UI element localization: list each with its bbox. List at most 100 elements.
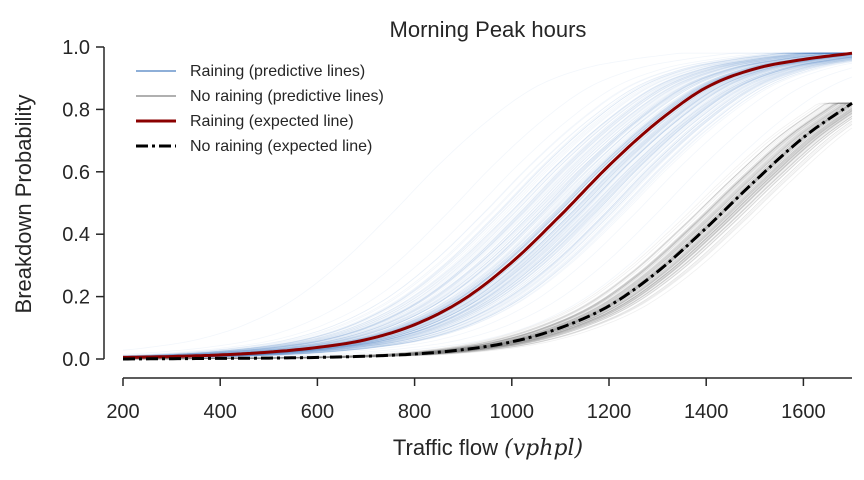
raining-predictive-line-97 <box>122 52 852 351</box>
raining-predictive-line-145 <box>122 52 852 357</box>
raining-predictive-line-86 <box>122 52 852 357</box>
raining-predictive-line-49 <box>122 52 852 357</box>
raining-predictive-line-125 <box>123 56 853 358</box>
raining-predictive-line-55 <box>123 52 852 358</box>
raining-predictive-line-15 <box>123 58 853 358</box>
raining-predictive-line-179 <box>122 52 852 357</box>
raining-predictive-line-78 <box>122 52 852 357</box>
x-axis-label: Traffic flow (vphpl) <box>393 435 583 461</box>
y-tick-label-0: 0.0 <box>62 349 90 371</box>
raining-predictive-line-142 <box>123 59 853 358</box>
raining-predictive-line-155 <box>123 58 853 358</box>
x-tick-label-4: 1000 <box>490 401 535 423</box>
legend: Raining (predictive lines) No raining (p… <box>136 63 384 155</box>
raining-predictive-line-65 <box>122 52 852 358</box>
raining-predictive-line-113 <box>122 52 852 358</box>
raining-predictive-line-6 <box>122 52 852 357</box>
raining-predictive-line-53 <box>122 52 852 357</box>
raining-predictive-line-109 <box>122 52 852 357</box>
raining-predictive-line-82 <box>123 59 853 358</box>
y-tick-label-4: 0.8 <box>62 99 90 121</box>
raining-predictive-line-163 <box>123 56 853 358</box>
raining-predictive-line-19 <box>123 58 853 358</box>
y-tick-label-1: 0.2 <box>62 287 90 309</box>
raining-predictive-line-151 <box>122 52 852 357</box>
raining-predictive-line-128 <box>123 56 853 358</box>
x-tick-label-6: 1400 <box>684 401 729 423</box>
raining-predictive-line-156 <box>122 52 852 357</box>
raining-predictive-line-114 <box>122 52 852 357</box>
raining-predictive-line-74 <box>122 52 852 357</box>
raining-predictive-line-172 <box>122 52 852 358</box>
x-tick-label-7: 1600 <box>781 401 826 423</box>
raining-predictive-line-137 <box>122 52 852 358</box>
raining-predictive-line-67 <box>123 58 853 358</box>
raining-predictive-line-50 <box>122 52 852 357</box>
chart-title: Morning Peak hours <box>390 17 587 42</box>
legend-label-raining-expected: Raining (expected line) <box>190 113 354 130</box>
raining-predictive-line-144 <box>122 52 852 358</box>
raining-predictive-line-168 <box>123 57 853 358</box>
raining-predictive-line-75 <box>123 59 853 358</box>
raining-predictive-line-44 <box>122 52 852 357</box>
raining-predictive-line-124 <box>123 57 853 358</box>
x-tick-label-3: 800 <box>398 401 431 423</box>
raining-predictive-line-126 <box>123 60 853 358</box>
raining-predictive-line-127 <box>123 58 853 358</box>
raining-predictive-line-21 <box>123 56 853 358</box>
raining-predictive-line-4 <box>123 57 853 358</box>
y-tick-label-5: 1.0 <box>62 37 90 59</box>
raining-predictive-line-35 <box>122 52 852 358</box>
raining-predictive-line-54 <box>122 52 852 357</box>
y-tick-label-3: 0.6 <box>62 162 90 184</box>
raining-predictive-line-116 <box>122 52 852 358</box>
no-raining-expected-line <box>123 101 853 361</box>
raining-predictive-line-34 <box>122 52 852 358</box>
legend-label-no-raining-predictive: No raining (predictive lines) <box>190 88 384 105</box>
raining-predictive-line-146 <box>122 52 852 356</box>
x-tick-label-1: 400 <box>204 401 237 423</box>
raining-predictive-line-173 <box>122 52 852 357</box>
raining-predictive-line-89 <box>123 59 853 358</box>
y-axis-label: Breakdown Probability <box>11 95 36 314</box>
legend-label-no-raining-expected: No raining (expected line) <box>190 138 372 155</box>
raining-predictive-line-105 <box>123 59 853 358</box>
raining-predictive-line-7 <box>123 57 853 358</box>
raining-predictive-line-48 <box>122 52 852 357</box>
raining-predictive-line-165 <box>122 52 852 357</box>
legend-label-raining-predictive: Raining (predictive lines) <box>190 63 365 80</box>
raining-predictive-line-41 <box>123 58 853 358</box>
raining-predictive-line-94 <box>123 62 853 358</box>
x-tick-label-5: 1200 <box>587 401 632 423</box>
raining-predictive-line-154 <box>122 52 852 358</box>
raining-predictive-line-107 <box>123 55 853 358</box>
raining-predictive-line-160 <box>122 52 852 358</box>
raining-predictive-line-33 <box>122 52 852 358</box>
expected-lines <box>123 51 853 361</box>
raining-predictive-line-70 <box>122 52 852 357</box>
no-raining-predictive-line-93 <box>123 123 853 360</box>
x-axis-label-text: Traffic flow <box>393 435 498 460</box>
raining-predictive-line-71 <box>123 59 853 358</box>
raining-predictive-line-170 <box>122 52 852 357</box>
raining-predictive-line-23 <box>122 52 852 357</box>
raining-predictive-line-39 <box>122 52 852 358</box>
raining-predictive-line-87 <box>122 52 852 355</box>
raining-predictive-line-68 <box>123 57 853 358</box>
raining-predictive-line-63 <box>122 52 852 358</box>
raining-predictive-line-81 <box>123 60 853 358</box>
y-tick-label-2: 0.4 <box>62 224 90 246</box>
y-axis-ticks: 0.0 0.2 0.4 0.6 0.8 1.0 <box>62 37 104 371</box>
plot-area <box>122 51 853 361</box>
raining-predictive-line-122 <box>122 52 852 357</box>
raining-predictive-line-72 <box>123 61 853 358</box>
raining-predictive-line-43 <box>123 58 853 358</box>
raining-predictive-line-157 <box>123 58 853 358</box>
raining-expected-line <box>123 51 853 359</box>
raining-predictive-line-42 <box>122 52 852 357</box>
raining-predictive-line-121 <box>123 52 852 358</box>
x-tick-label-2: 600 <box>301 401 334 423</box>
raining-predictive-line-36 <box>122 52 852 357</box>
no-raining-predictive-line-46 <box>123 127 853 360</box>
raining-predictive-line-51 <box>122 52 852 357</box>
